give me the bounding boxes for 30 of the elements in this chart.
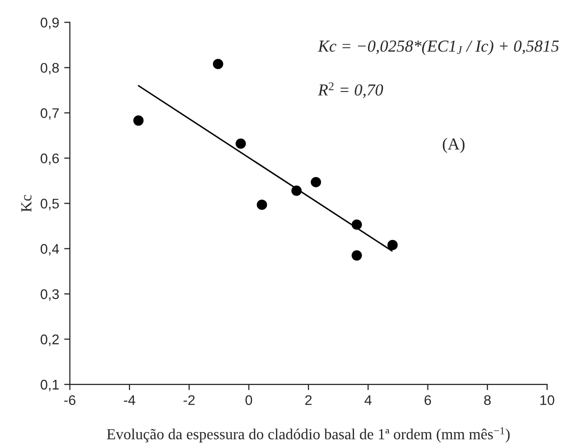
y-tick-label: 0,9 bbox=[40, 18, 59, 30]
point bbox=[236, 138, 246, 149]
x-tick-label: 2 bbox=[305, 395, 312, 405]
point bbox=[387, 240, 398, 250]
point bbox=[256, 200, 268, 210]
y-tick-label: 0,3 bbox=[40, 289, 59, 301]
y-tick-label: 0,5 bbox=[40, 198, 59, 210]
y-tick-label: 0,4 bbox=[40, 244, 60, 256]
annotation: R$^{2}$ = 0,70 bbox=[318, 82, 384, 98]
x-tick-label: -6 bbox=[64, 395, 76, 406]
x-tick-label: 8 bbox=[484, 395, 491, 406]
y-tick-label: 0,8 bbox=[40, 62, 59, 74]
point bbox=[133, 115, 144, 126]
annotation: Kc = −0,0258*(EC1$_{J}$ / Ic) + 0,5815 bbox=[318, 40, 559, 56]
x-tick-label: 6 bbox=[424, 395, 432, 406]
y-axis-title: Kc bbox=[21, 194, 32, 212]
y-tick-label: 0,7 bbox=[40, 108, 59, 120]
point bbox=[212, 58, 224, 70]
point bbox=[352, 250, 362, 261]
x-tick-label: -4 bbox=[124, 395, 136, 405]
x-tick-label: 10 bbox=[540, 395, 554, 406]
x-axis-title: Evolução da espessura do cladódio basal de 1ª ordem (mm mês$^{−1}$) bbox=[106, 427, 510, 442]
y-tick-label: 0,1 bbox=[40, 380, 59, 392]
x-tick-label: 4 bbox=[364, 395, 372, 405]
y-tick-label: 0,6 bbox=[40, 153, 59, 165]
annotation: (A) bbox=[442, 138, 464, 154]
y-tick-label: 0,2 bbox=[40, 334, 59, 346]
point bbox=[310, 176, 322, 188]
x-tick-label: 0 bbox=[245, 395, 252, 406]
x-tick-label: -2 bbox=[184, 395, 195, 405]
